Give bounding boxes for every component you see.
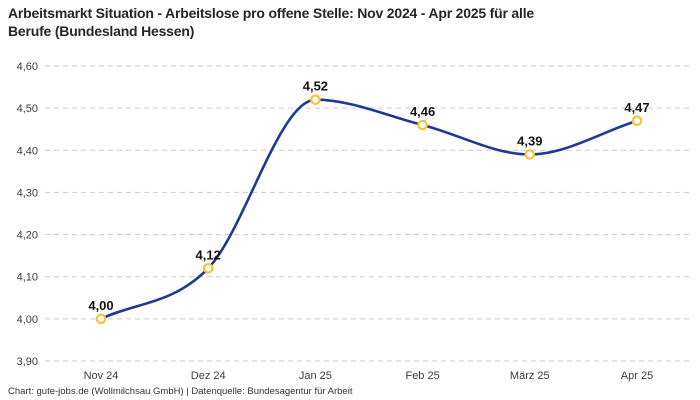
data-point-marker <box>202 262 214 274</box>
data-point-marker <box>631 115 643 127</box>
y-tick-label: 4,30 <box>17 187 38 199</box>
data-point-marker <box>310 94 321 106</box>
x-tick-label: Jan 25 <box>299 370 332 382</box>
series-line <box>99 98 639 321</box>
x-tick-label: Feb 25 <box>405 370 439 382</box>
y-tick-label: 4,20 <box>17 230 38 242</box>
y-tick-label: 4,00 <box>17 314 38 326</box>
data-point-marker <box>95 313 107 325</box>
y-tick-label: 3,90 <box>17 356 38 368</box>
x-tick-label: Nov 24 <box>84 370 119 382</box>
data-point-label: 4,47 <box>624 100 649 115</box>
chart-title: Arbeitsmarkt Situation - Arbeitslose pro… <box>8 5 534 40</box>
x-tick-label: März 25 <box>510 370 550 382</box>
data-point-marker <box>524 149 536 160</box>
y-tick-label: 4,50 <box>17 103 38 115</box>
x-tick-label: Dez 24 <box>191 370 226 382</box>
data-point-label: 4,12 <box>196 247 221 262</box>
y-tick-label: 4,60 <box>17 61 38 73</box>
data-point-label: 4,52 <box>303 79 328 94</box>
data-point-label: 4,00 <box>88 298 113 313</box>
y-tick-label: 4,10 <box>17 272 38 284</box>
data-point-label: 4,46 <box>410 104 435 119</box>
data-point-label: 4,39 <box>517 134 542 149</box>
data-point-marker <box>417 119 428 131</box>
chart-attribution: Chart: gute-jobs.de (Wollmilchsau GmbH) … <box>8 386 353 397</box>
x-tick-label: Apr 25 <box>621 370 653 382</box>
y-tick-label: 4,40 <box>17 145 38 157</box>
